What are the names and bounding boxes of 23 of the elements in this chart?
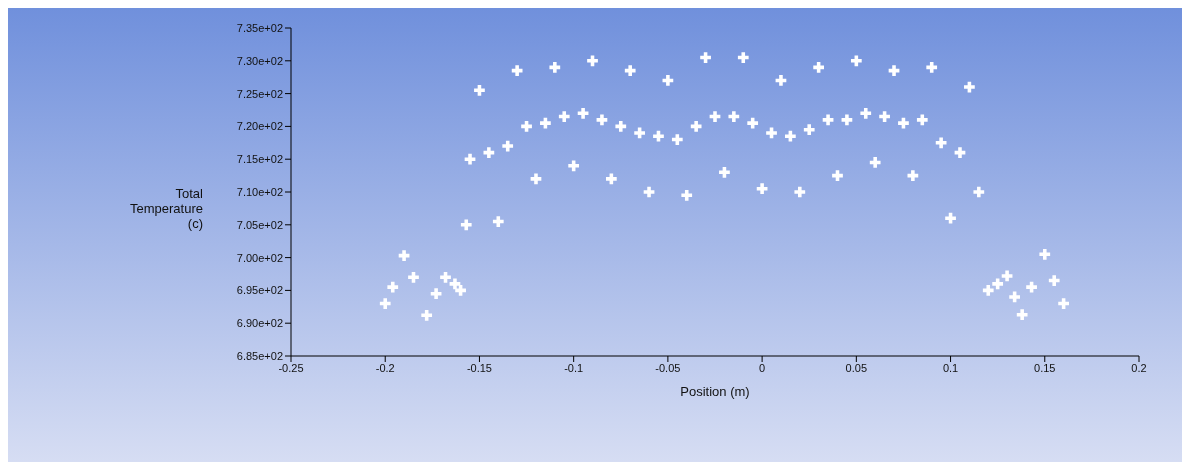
x-tick-label: 0.05 [845,361,868,374]
x-tick-label: -0.1 [564,361,584,374]
y-tick-label: 7.10e+02 [236,185,283,198]
x-tick-label: 0.2 [1131,361,1147,374]
x-tick-label: 0.15 [1034,361,1056,374]
y-tick-label: 7.20e+02 [236,120,283,133]
x-tick-label: -0.25 [278,361,304,374]
y-tick-label: 7.15e+02 [236,153,283,166]
x-axis-title: Position (m) [680,384,750,399]
x-tick-label: -0.05 [655,361,681,374]
y-tick-label: 6.85e+02 [236,349,283,362]
x-tick-label: 0 [759,361,766,374]
x-tick-label: -0.2 [375,361,395,374]
y-tick-label: 7.30e+02 [236,54,283,67]
y-tick-label: 6.95e+02 [236,284,283,297]
y-tick-label: 7.05e+02 [236,218,283,231]
y-tick-label: 7.25e+02 [236,87,283,100]
x-tick-label: 0.1 [942,361,959,374]
y-tick-label: 6.90e+02 [236,317,283,330]
y-axis-title: Total Temperature (c) [129,186,203,231]
y-tick-label: 7.00e+02 [236,251,283,264]
x-tick-label: -0.15 [466,361,492,374]
y-tick-label: 7.35e+02 [236,21,283,34]
